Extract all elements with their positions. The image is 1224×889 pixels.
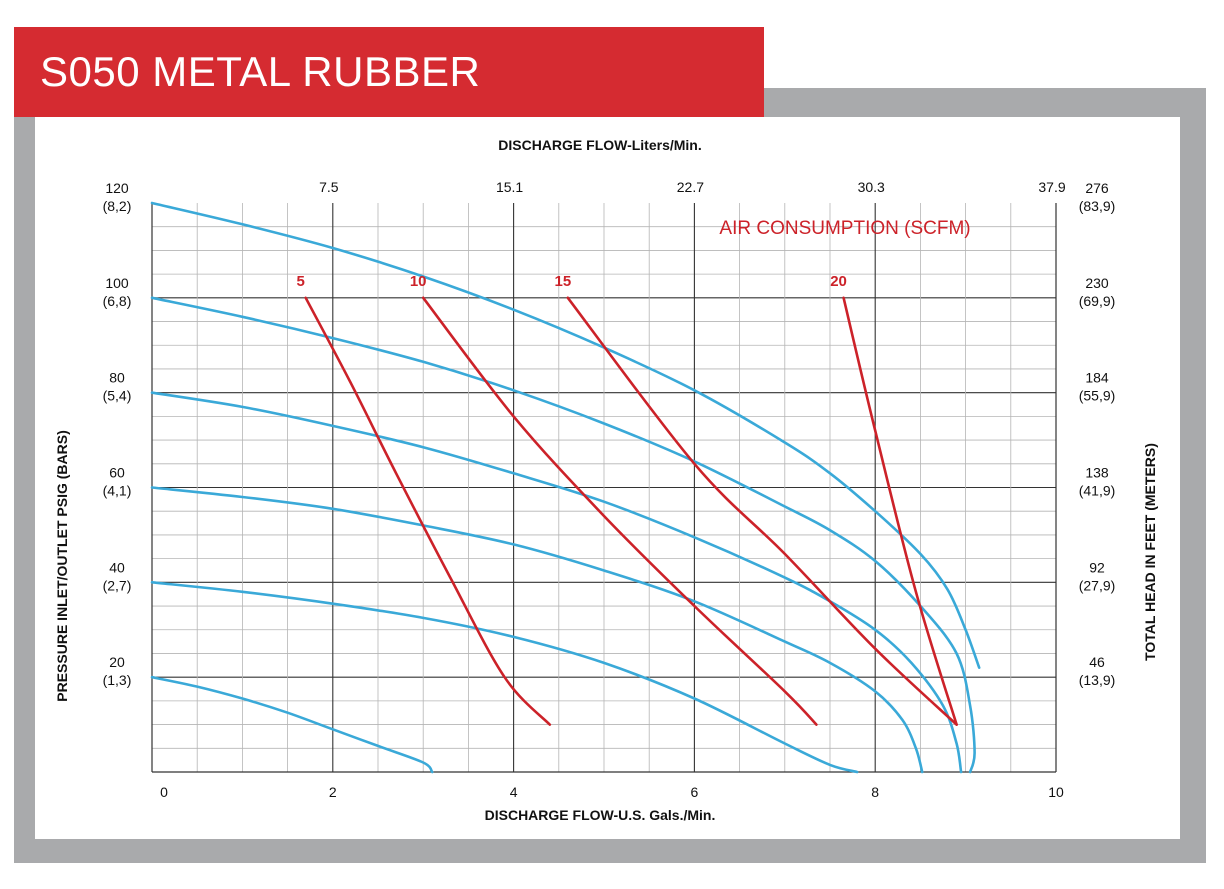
- x-tick-label: 2: [329, 784, 337, 800]
- top-tick-label: 22.7: [677, 179, 704, 195]
- left-tick-bars: (5,4): [103, 388, 132, 404]
- air-curve-10: [421, 296, 818, 726]
- right-tick-meters: (13,9): [1079, 672, 1116, 688]
- air-curve-label-5: 5: [297, 273, 305, 290]
- chart-title: S050 METAL RUBBER: [40, 48, 481, 95]
- left-tick-psig: 120: [105, 180, 129, 196]
- pressure-curve-4: [150, 581, 859, 774]
- top-tick-label: 7.5: [319, 179, 339, 195]
- x-tick-label: 6: [691, 784, 699, 800]
- air-consumption-curves: 5 10 15 20: [297, 273, 958, 726]
- top-tick-label: 30.3: [858, 179, 885, 195]
- right-tick-meters: (69,9): [1079, 293, 1116, 309]
- air-curve-20: [842, 296, 958, 726]
- air-curve-label-10: 10: [410, 273, 427, 290]
- air-curve-5: [304, 296, 552, 726]
- left-tick-psig: 60: [109, 465, 125, 481]
- right-tick-feet: 230: [1085, 275, 1109, 291]
- left-tick-psig: 80: [109, 370, 125, 386]
- right-tick-meters: (27,9): [1079, 577, 1116, 593]
- left-tick-bars: (8,2): [103, 198, 132, 214]
- top-tick-label: 15.1: [496, 179, 523, 195]
- y-axis-title-right: TOTAL HEAD IN FEET (METERS): [1142, 443, 1158, 661]
- y-axis-title-left: PRESSURE INLET/OUTLET PSIG (BARS): [54, 430, 70, 701]
- chart-panel: [35, 117, 1180, 839]
- air-curve-label-20: 20: [830, 273, 847, 290]
- top-tick-label: 37.9: [1038, 179, 1065, 195]
- pressure-curve-3: [150, 486, 924, 774]
- pressure-curves: [150, 201, 981, 774]
- axis-labels: 0 2 4 6 8 107.5 15.1 22.7 30.3 37.9120(8,2)100(6,…: [103, 179, 1116, 800]
- x-tick-label: 8: [871, 784, 879, 800]
- right-tick-meters: (83,9): [1079, 198, 1116, 214]
- x-tick-label: 10: [1048, 784, 1064, 800]
- right-tick-feet: 92: [1089, 559, 1105, 575]
- left-tick-bars: (1,3): [103, 672, 132, 688]
- top-axis-title: DISCHARGE FLOW-Liters/Min.: [498, 137, 702, 153]
- left-tick-bars: (6,8): [103, 293, 132, 309]
- air-consumption-label: AIR CONSUMPTION (SCFM): [719, 218, 970, 239]
- x-axis-title: DISCHARGE FLOW-U.S. Gals./Min.: [485, 807, 716, 823]
- air-curve-label-15: 15: [554, 273, 571, 290]
- left-tick-bars: (2,7): [103, 577, 132, 593]
- left-tick-psig: 40: [109, 559, 125, 575]
- right-tick-feet: 46: [1089, 654, 1105, 670]
- right-tick-meters: (41,9): [1079, 483, 1116, 499]
- pressure-curve-0: [150, 201, 981, 669]
- x-tick-label: 4: [510, 784, 518, 800]
- title-bar: [14, 27, 764, 117]
- left-tick-bars: (4,1): [103, 483, 132, 499]
- left-tick-psig: 100: [105, 275, 129, 291]
- pressure-curve-1: [150, 296, 976, 774]
- x-tick-label: 0: [160, 784, 168, 800]
- right-tick-feet: 138: [1085, 465, 1109, 481]
- pressure-curve-2: [150, 391, 963, 774]
- left-tick-psig: 20: [109, 654, 125, 670]
- air-curve-15: [566, 296, 958, 726]
- grid: [151, 203, 1057, 773]
- right-tick-meters: (55,9): [1079, 388, 1116, 404]
- right-tick-feet: 276: [1085, 180, 1109, 196]
- right-tick-feet: 184: [1085, 370, 1109, 386]
- pressure-curve-5: [150, 675, 434, 774]
